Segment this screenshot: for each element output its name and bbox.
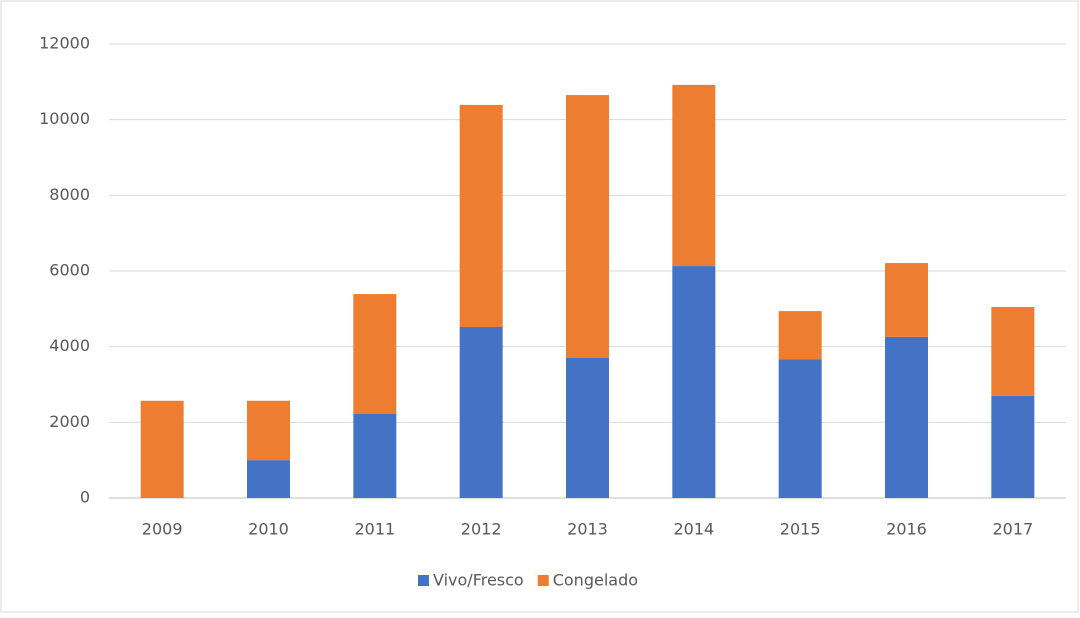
y-tick-label: 0: [80, 488, 90, 507]
y-tick-label: 10000: [39, 109, 90, 128]
x-tick-label: 2012: [461, 520, 502, 539]
bar-segment: [991, 306, 1035, 396]
y-tick-label: 2000: [49, 412, 90, 431]
bar-segment: [459, 104, 503, 327]
legend-label: Congelado: [553, 571, 638, 590]
bar-segment: [991, 395, 1035, 498]
bar-segment: [672, 84, 716, 267]
bar-segment: [885, 336, 928, 498]
bar-segment: [885, 263, 928, 337]
bar-segment: [778, 311, 822, 360]
x-tick-label: 2009: [142, 520, 183, 539]
bar-segment: [353, 294, 397, 415]
bar-segment: [247, 400, 290, 461]
bar-segment: [459, 326, 503, 498]
y-tick-label: 6000: [49, 261, 90, 280]
legend-label: Vivo/Fresco: [433, 571, 524, 590]
y-tick-label: 4000: [49, 336, 90, 355]
y-tick-label: 12000: [39, 34, 90, 53]
legend-swatch: [418, 575, 429, 586]
bar-segment: [353, 414, 397, 498]
legend-swatch: [537, 575, 549, 586]
bar-segment: [566, 358, 609, 498]
x-tick-label: 2014: [673, 520, 714, 539]
bar-segment: [672, 266, 716, 498]
x-tick-label: 2011: [354, 520, 395, 539]
bar-segment: [778, 359, 822, 498]
y-tick-label: 8000: [49, 185, 90, 204]
x-tick-label: 2013: [567, 520, 608, 539]
bar-segment: [140, 400, 184, 498]
bar-segment: [247, 460, 290, 498]
x-tick-label: 2010: [248, 520, 289, 539]
bar-segment: [566, 95, 609, 359]
x-tick-label: 2015: [780, 520, 821, 539]
x-tick-label: 2016: [886, 520, 927, 539]
x-tick-label: 2017: [992, 520, 1033, 539]
